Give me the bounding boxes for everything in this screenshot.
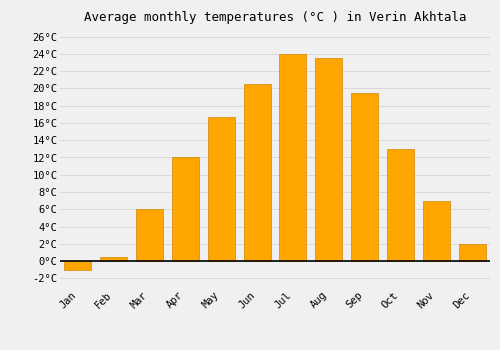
- Bar: [351, 93, 378, 261]
- Bar: [244, 84, 270, 261]
- Bar: [458, 244, 485, 261]
- Bar: [316, 58, 342, 261]
- Bar: [280, 54, 306, 261]
- Bar: [387, 149, 414, 261]
- Title: Average monthly temperatures (°C ) in Verin Akhtala: Average monthly temperatures (°C ) in Ve…: [84, 11, 466, 24]
- Bar: [172, 158, 199, 261]
- Bar: [423, 201, 450, 261]
- Bar: [100, 257, 127, 261]
- Bar: [208, 117, 234, 261]
- Bar: [136, 209, 163, 261]
- Bar: [64, 261, 92, 270]
